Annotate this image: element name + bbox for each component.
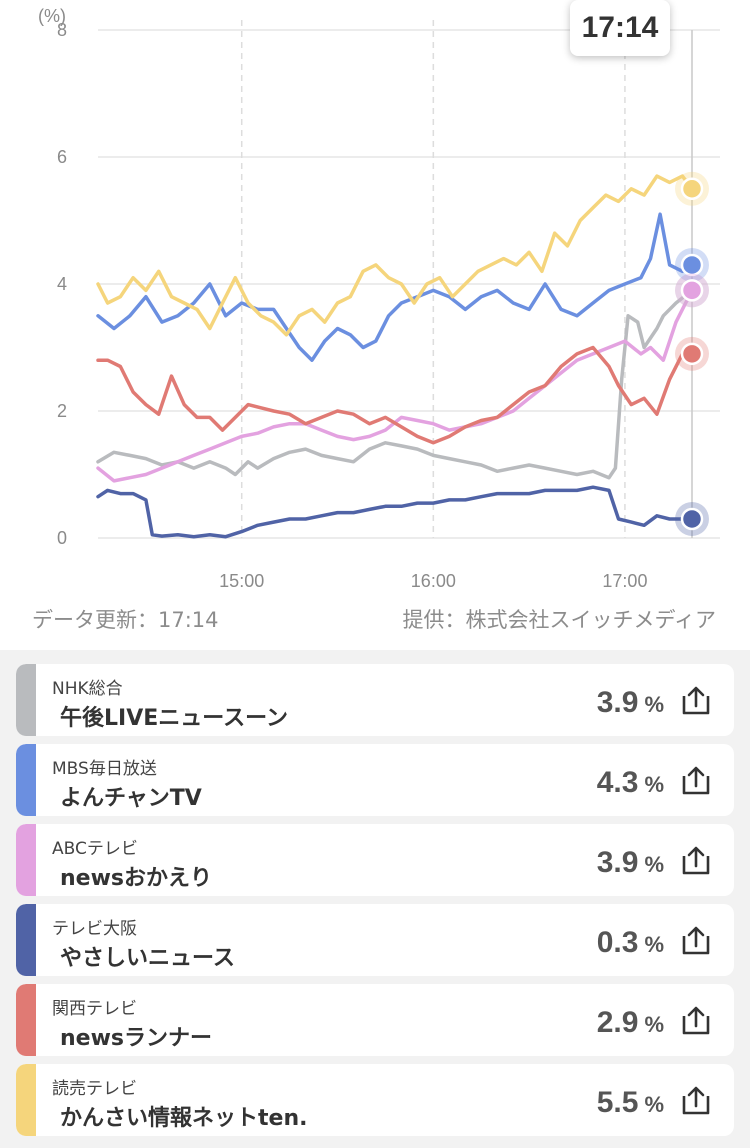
x-tick-label: 15:00 [219,571,264,591]
series-end-marker [680,253,704,277]
rating-value: 4.3% [596,766,664,799]
channel-color-bar [16,664,36,736]
y-tick-label: 8 [57,20,67,40]
provider-label: 提供：株式会社スイッチメディア [402,608,716,632]
series-end-marker [680,507,704,531]
station-name: MBS毎日放送 [52,759,157,779]
series-line [96,174,694,337]
program-name: newsランナー [60,1026,213,1051]
rating-value: 3.9% [596,846,664,879]
rating-value: 2.9% [596,1006,664,1039]
program-name: やさしいニュース [60,946,235,971]
station-name: ABCテレビ [52,839,138,859]
program-name: newsおかえり [60,866,213,891]
share-icon[interactable] [680,764,712,796]
rating-unit: % [644,852,664,877]
series-line [96,485,694,539]
program-card[interactable]: ABCテレビ newsおかえり 3.9% [16,824,734,896]
rating-unit: % [644,1092,664,1117]
rating-value: 0.3% [596,926,664,959]
station-name: NHK総合 [52,679,123,699]
channel-color-bar [16,744,36,816]
ratings-line-chart: 0 2 4 6 8(%) 15:00 16:00 17:00 [38,6,720,591]
series-line [96,212,694,362]
rating-value: 5.5% [596,1086,664,1119]
program-card[interactable]: テレビ大阪 やさしいニュース 0.3% [16,904,734,976]
current-time-badge: 17:14 [570,0,670,56]
channel-color-bar [16,904,36,976]
y-tick-label: 4 [57,274,67,294]
x-tick-label: 17:00 [602,571,647,591]
series-end-marker [680,177,704,200]
y-tick-label: 2 [57,401,67,421]
share-icon[interactable] [680,924,712,956]
share-icon[interactable] [680,1004,712,1036]
share-icon[interactable] [680,684,712,716]
x-tick-label: 16:00 [411,571,456,591]
series-end-marker [680,342,704,366]
rating-unit: % [644,932,664,957]
rating-unit: % [644,772,664,797]
station-name: 関西テレビ [52,999,137,1019]
station-name: テレビ大阪 [52,919,137,939]
series-line [96,288,694,480]
y-tick-label: 6 [57,147,67,167]
series-line [96,345,694,445]
share-icon[interactable] [680,844,712,876]
rating-unit: % [644,692,664,717]
share-icon[interactable] [680,1084,712,1116]
program-name: よんチャンTV [60,786,202,811]
channel-color-bar [16,824,36,896]
y-tick-label: 0 [57,528,67,548]
y-unit-label: (%) [38,6,66,26]
program-card[interactable]: NHK総合 午後LIVEニュースーン 3.9% [16,664,734,736]
channel-color-bar [16,984,36,1056]
series-line [96,288,694,483]
program-card[interactable]: 読売テレビ かんさい情報ネットten. 5.5% [16,1064,734,1136]
program-card[interactable]: MBS毎日放送 よんチャンTV 4.3% [16,744,734,816]
station-name: 読売テレビ [52,1079,137,1099]
channel-color-bar [16,1064,36,1136]
program-card-list: NHK総合 午後LIVEニュースーン 3.9% MBS毎日放送 よんチャンTV … [16,664,734,1144]
program-name: 午後LIVEニュースーン [60,706,289,731]
data-updated-label: データ更新：17:14 [32,608,219,632]
program-name: かんさい情報ネットten. [60,1106,308,1131]
rating-value: 3.9% [596,686,664,719]
series-end-marker [680,279,704,302]
program-card[interactable]: 関西テレビ newsランナー 2.9% [16,984,734,1056]
chart-panel: 0 2 4 6 8 (%) 15:00 16:00 17:00 17:14 データ更新：17:1… [0,0,750,650]
rating-unit: % [644,1012,664,1037]
